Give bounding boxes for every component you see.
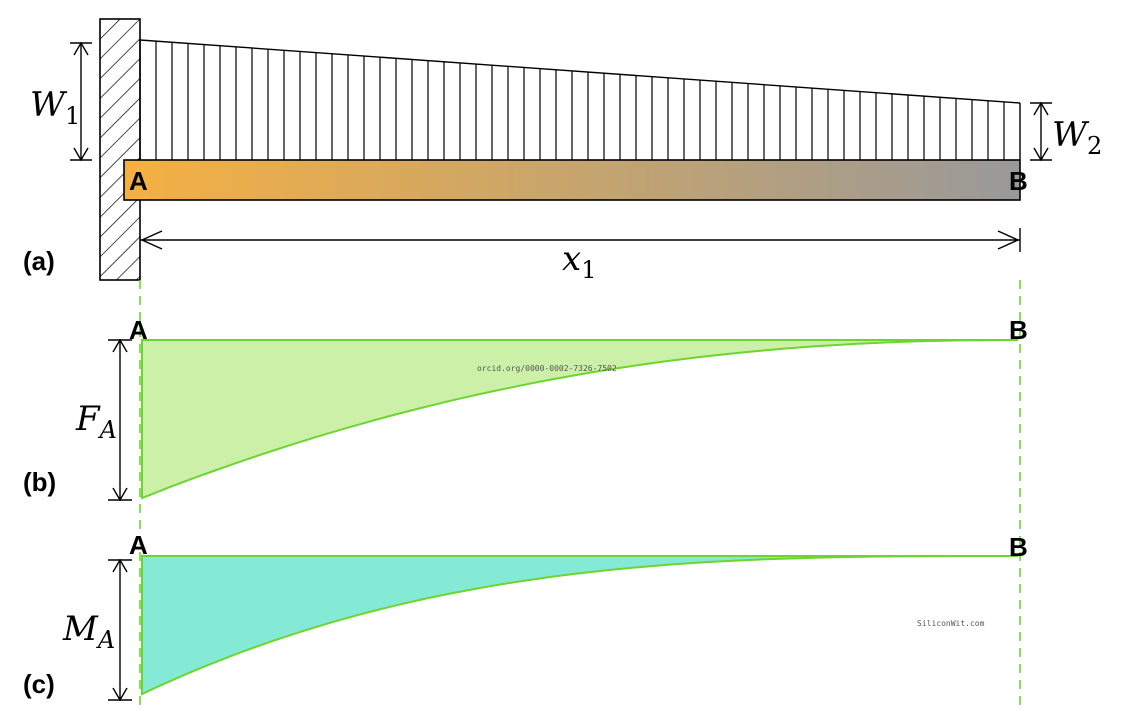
panel-label-c: (c) [23,669,55,699]
panel-c: A B MA SiliconWit.com (c) [23,530,1028,702]
moment-point-b: B [1009,532,1028,562]
panel-label-a: (a) [23,246,55,276]
panel-b: A B FA orcid.org/0000-0002-7326-7502 (b) [23,315,1028,502]
fa-dimension [108,338,132,502]
beam-point-a: A [129,166,148,196]
distributed-load [139,39,1021,160]
fa-label: FA [75,399,117,444]
w2-label: W2 [1052,115,1102,160]
orcid-watermark: orcid.org/0000-0002-7326-7502 [477,364,617,373]
load-top-line [139,39,1021,104]
siliconwit-watermark: SiliconWit.com [917,619,985,628]
w1-label: W1 [30,85,80,130]
shear-point-a: A [129,315,148,345]
x1-dimension [140,228,1021,252]
moment-point-a: A [129,530,148,560]
shear-point-b: B [1009,315,1028,345]
panel-a: W1 W2 A B x1 (a) [23,18,1102,284]
bending-moment-area [141,555,1018,696]
beam-point-b: B [1009,166,1028,196]
fixed-wall-support [99,18,141,281]
ma-dimension [108,558,132,702]
ma-label: MA [62,609,115,654]
w1-dimension [70,41,92,162]
w2-dimension [1030,101,1052,162]
shear-force-area [141,339,1018,500]
beam-body [123,159,1021,201]
panel-label-b: (b) [23,467,56,497]
x1-label: x1 [562,239,596,284]
